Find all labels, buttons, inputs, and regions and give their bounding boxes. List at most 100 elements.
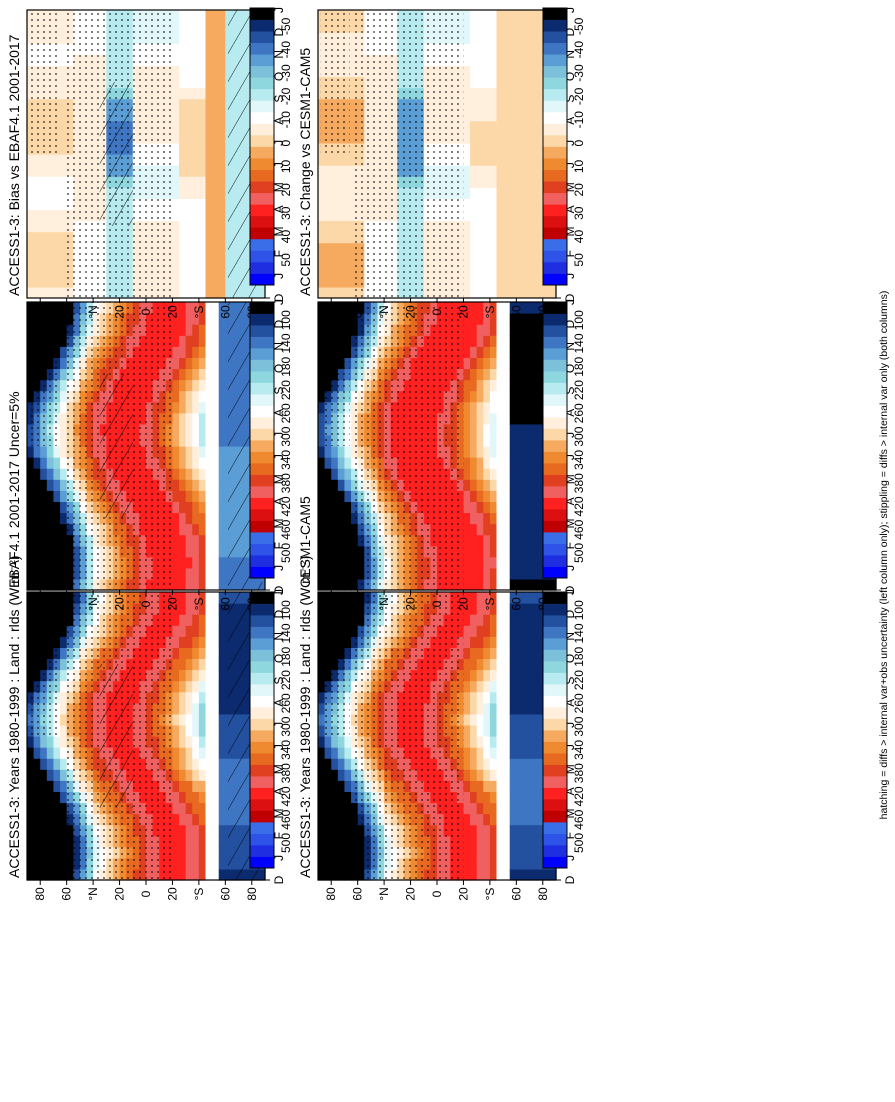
heatmap-cell <box>318 220 326 233</box>
heatmap-cell <box>205 65 213 78</box>
heatmap-cell <box>192 275 200 288</box>
heatmap-cell <box>503 592 511 604</box>
heatmap-cell <box>496 780 504 792</box>
heatmap-cell <box>185 253 193 266</box>
heatmap-cell <box>516 368 524 381</box>
heatmap-cell <box>172 724 180 737</box>
heatmap-cell <box>496 680 504 693</box>
heatmap-cell <box>516 713 524 726</box>
heatmap-cell <box>509 868 517 881</box>
heatmap-cell <box>476 357 484 370</box>
heatmap-cell <box>33 769 41 781</box>
heatmap-cell <box>344 791 352 804</box>
heatmap-cell <box>489 545 498 558</box>
heatmap-cell <box>344 868 352 881</box>
heatmap-cell <box>522 625 531 637</box>
heatmap-cell <box>463 802 471 815</box>
heatmap-cell <box>483 680 491 693</box>
heatmap-cell <box>27 253 35 266</box>
heatmap-cell <box>344 758 352 770</box>
heatmap-cell <box>344 512 352 525</box>
heatmap-cell <box>536 302 544 314</box>
heatmap-cell <box>53 780 61 792</box>
heatmap-cell <box>318 824 326 837</box>
heatmap-cell <box>509 791 517 804</box>
heatmap-cell <box>318 846 326 859</box>
heatmap-cell <box>483 412 491 425</box>
heatmap-cell <box>496 702 504 715</box>
heatmap-cell <box>503 625 511 637</box>
heatmap-cell <box>470 691 478 704</box>
heatmap-cell <box>179 680 187 693</box>
heatmap-cell <box>489 423 498 436</box>
heatmap-cell <box>542 578 550 591</box>
heatmap-cell <box>483 534 491 547</box>
heatmap-cell <box>33 857 41 870</box>
heatmap-cell <box>192 253 200 266</box>
heatmap-cell <box>33 824 41 837</box>
heatmap-cell <box>318 176 326 188</box>
heatmap-cell <box>185 220 193 233</box>
heatmap-cell <box>218 198 226 210</box>
heatmap-cell <box>179 187 187 199</box>
heatmap-cell <box>529 523 537 536</box>
heatmap-cell <box>218 736 226 748</box>
heatmap-cell <box>198 791 207 804</box>
heatmap-cell <box>33 868 41 881</box>
heatmap-cell <box>33 545 41 558</box>
heatmap-cell <box>337 523 346 536</box>
heatmap-cell <box>192 54 200 66</box>
heatmap-cell <box>198 724 207 737</box>
heatmap-cell <box>516 702 524 715</box>
heatmap-cell <box>179 423 187 436</box>
heatmap-cell <box>470 658 478 671</box>
heatmap-cell <box>205 592 213 604</box>
heatmap-cell <box>218 21 226 33</box>
heatmap-cell <box>192 87 200 100</box>
stippling-overlay <box>29 302 59 446</box>
heatmap-cell <box>198 846 207 859</box>
heatmap-cell <box>337 813 346 826</box>
heatmap-cell <box>198 556 207 569</box>
heatmap-cell <box>337 835 346 848</box>
heatmap-cell <box>351 324 359 336</box>
heatmap-cell <box>60 120 68 133</box>
heatmap-cell <box>212 592 220 604</box>
heatmap-cell <box>529 802 537 815</box>
heatmap-cell <box>198 109 207 122</box>
heatmap-cell <box>503 446 511 458</box>
heatmap-cell <box>212 324 220 336</box>
heatmap-cell <box>331 523 339 536</box>
heatmap-cell <box>536 868 544 881</box>
heatmap-cell <box>198 658 207 671</box>
heatmap-cell <box>185 198 193 210</box>
heatmap-cell <box>27 176 35 188</box>
heatmap-cell <box>496 835 504 848</box>
heatmap-cell <box>40 567 48 580</box>
heatmap-cell <box>470 368 478 381</box>
heatmap-cell <box>324 556 332 569</box>
heatmap-cell <box>536 346 544 358</box>
heatmap-cell <box>344 824 352 837</box>
heatmap-cell <box>27 220 35 233</box>
heatmap-cell <box>536 713 544 726</box>
heatmap-cell <box>489 578 498 591</box>
heatmap-cell <box>179 724 187 737</box>
heatmap-cell <box>529 446 537 458</box>
heatmap-cell <box>522 802 531 815</box>
heatmap-cell <box>40 758 48 770</box>
heatmap-cell <box>218 120 226 133</box>
heatmap-cell <box>536 647 544 660</box>
heatmap-cell <box>172 813 180 826</box>
heatmap-cell <box>470 324 478 336</box>
heatmap-cell <box>172 131 180 144</box>
heatmap-cell <box>205 802 213 815</box>
heatmap-cell <box>351 625 359 637</box>
heatmap-cell <box>496 868 504 881</box>
heatmap-cell <box>476 835 484 848</box>
heatmap-cell <box>172 165 180 177</box>
heatmap-cell <box>198 813 207 826</box>
heatmap-cell <box>218 813 226 826</box>
heatmap-cell <box>489 313 498 325</box>
heatmap-cell <box>522 736 531 748</box>
